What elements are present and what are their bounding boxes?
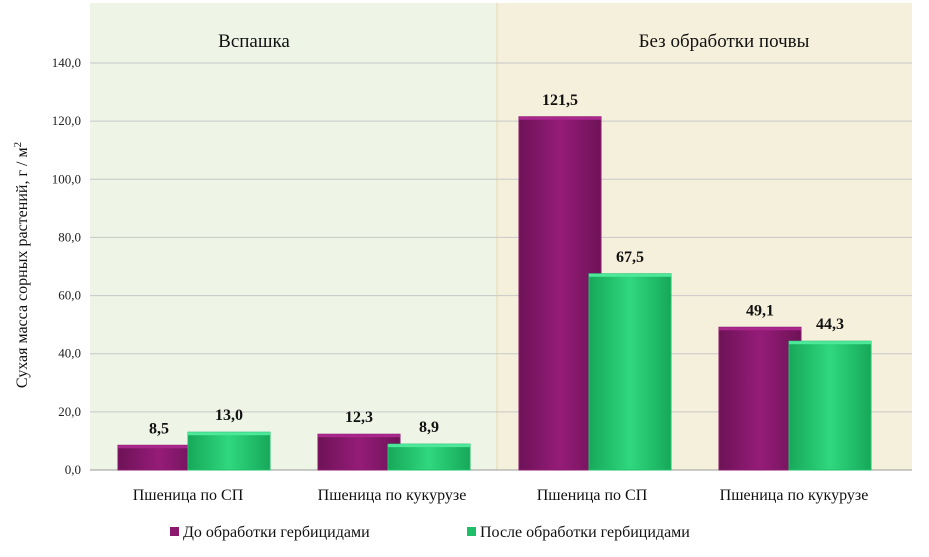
bar <box>788 340 872 471</box>
bar <box>187 431 271 471</box>
y-tick-label: 60,0 <box>58 288 81 303</box>
category-label: Пшеница по СП <box>133 487 244 504</box>
bar <box>718 326 802 471</box>
bar-top <box>318 434 400 438</box>
data-label: 13,0 <box>215 407 243 424</box>
category-label: Пшеница по СП <box>537 487 648 504</box>
legend-label: До обработки гербицидами <box>183 524 370 541</box>
panel-backgrounds <box>90 3 912 470</box>
bar <box>387 443 471 471</box>
y-axis-label: Сухая масса сорных растений, г / м2 <box>12 142 31 388</box>
y-tick-label: 0,0 <box>65 462 81 477</box>
bar-top <box>388 444 470 448</box>
panel-titles: Вспашка Без обработки почвы <box>218 31 809 52</box>
bar-top <box>118 445 200 449</box>
legend-label: После обработки гербицидами <box>480 524 690 541</box>
y-tick-label: 80,0 <box>58 229 81 244</box>
legend-swatch <box>467 527 476 536</box>
bar-top <box>719 327 801 331</box>
y-tick-label: 100,0 <box>52 171 81 186</box>
data-label: 121,5 <box>542 92 578 109</box>
category-label: Пшеница по кукурузе <box>720 487 869 504</box>
bar <box>588 273 672 471</box>
data-label: 12,3 <box>345 409 373 426</box>
data-label: 8,5 <box>149 420 169 437</box>
bars <box>117 116 872 471</box>
panel-title: Вспашка <box>218 31 290 52</box>
data-label: 49,1 <box>746 302 774 319</box>
bar-top <box>589 273 671 277</box>
category-labels: Пшеница по СП Пшеница по кукурузе Пшеница … <box>133 487 869 504</box>
data-label: 67,5 <box>616 249 644 266</box>
bar <box>518 116 602 471</box>
bar-top <box>519 116 601 120</box>
y-tick-label: 20,0 <box>58 404 81 419</box>
category-label: Пшеница по кукурузе <box>318 487 467 504</box>
bar-top <box>188 432 270 436</box>
y-tick-label: 40,0 <box>58 346 81 361</box>
legend: До обработки гербицидами После обработки … <box>170 524 690 541</box>
y-tick-label: 120,0 <box>52 113 81 128</box>
bar-top <box>789 341 871 345</box>
data-labels: 8,5 12,3 121,5 49,1 13,0 8,9 67,5 44,3 <box>149 92 844 438</box>
panel-title: Без обработки почвы <box>639 31 810 52</box>
y-tick-label: 140,0 <box>52 55 81 70</box>
bar <box>117 444 201 471</box>
panel-bg-0 <box>90 3 497 470</box>
y-axis-ticks: 0,0 20,0 40,0 60,0 80,0 100,0 120,0 140,0 <box>52 55 81 477</box>
legend-swatch <box>170 527 179 536</box>
data-label: 44,3 <box>816 316 844 333</box>
data-label: 8,9 <box>419 419 439 436</box>
